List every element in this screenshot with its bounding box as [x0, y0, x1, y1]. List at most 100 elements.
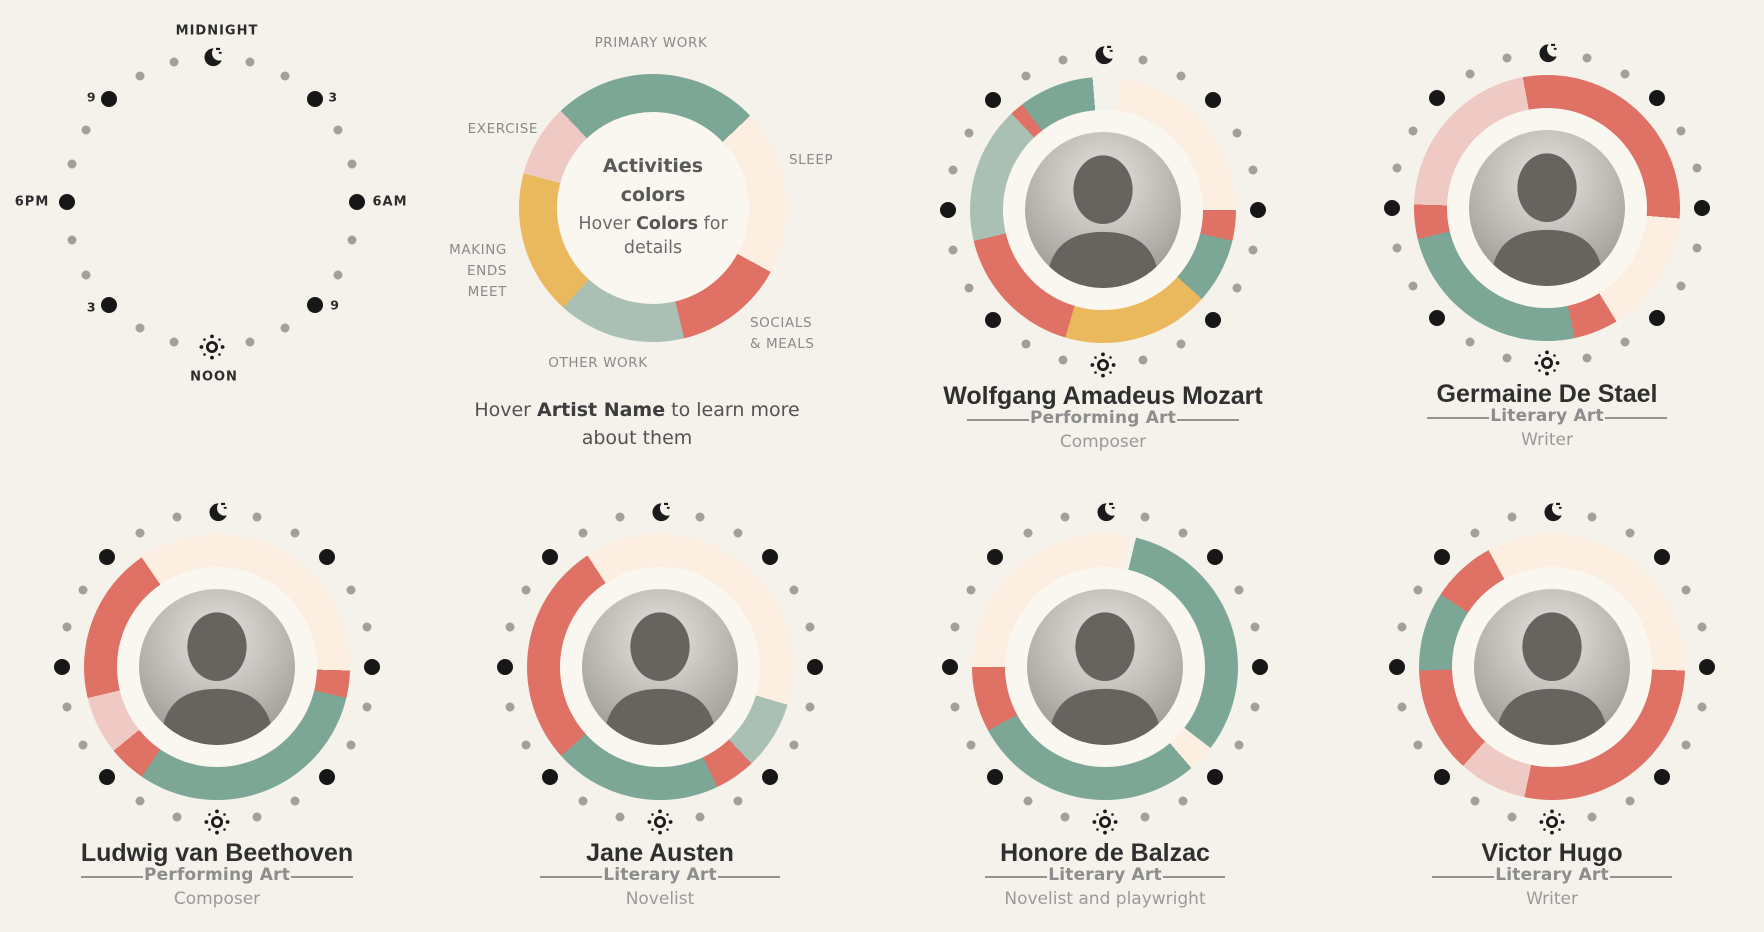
- hour-dot-minor: [1232, 283, 1242, 292]
- hour-dot-minor: [1507, 512, 1517, 522]
- hour-dot-major: [940, 202, 956, 218]
- hour-dot-minor: [252, 812, 262, 822]
- artist-role: Writer: [1521, 430, 1573, 450]
- artist-card-germaine-de-stael: Germaine De Stael Literary Art Writer: [1377, 38, 1717, 474]
- sun-icon: [197, 332, 227, 362]
- hint-suffix: to learn more about them: [581, 399, 800, 449]
- art-line-left-rule: [966, 419, 1029, 421]
- hour-dot-minor: [1234, 740, 1244, 749]
- hour-dot-major: [987, 549, 1004, 566]
- hour-dot-minor: [81, 270, 91, 279]
- sun-glyph: [199, 334, 225, 360]
- hour-dot-minor: [789, 585, 799, 594]
- hour-dot-minor: [1470, 528, 1479, 538]
- art-line-right-rule: [291, 876, 354, 878]
- hour-dot-minor: [1023, 796, 1032, 806]
- hour-dot-minor: [733, 528, 742, 538]
- hour-dot-minor: [805, 702, 815, 712]
- hour-dot-minor: [1692, 243, 1702, 253]
- artist-name[interactable]: Honore de Balzac: [1000, 839, 1210, 867]
- hour-dot-minor: [1692, 163, 1702, 173]
- hour-dot-major: [1434, 549, 1451, 566]
- legend-label-line: ENDS: [467, 263, 507, 279]
- artist-name[interactable]: Jane Austen: [586, 839, 734, 867]
- hour-dot-major: [318, 768, 335, 785]
- sun-icon: [1537, 807, 1567, 837]
- artist-card-honore-de-balzac: Honore de Balzac Literary Art Novelist a…: [935, 497, 1275, 932]
- hour-dot-minor: [1397, 622, 1407, 632]
- artist-art-line: Literary Art: [490, 865, 830, 885]
- hour-dot-minor: [1138, 355, 1148, 365]
- sun-glyph: [204, 809, 230, 835]
- hour-dot-minor: [695, 812, 705, 822]
- hour-dot-minor: [347, 159, 357, 169]
- hour-dot-minor: [1465, 337, 1474, 347]
- hour-dot-minor: [578, 528, 587, 538]
- hour-dot-minor: [966, 740, 976, 749]
- hour-dot-major: [1648, 309, 1665, 326]
- hover-hint: Hover Artist Name to learn more about th…: [447, 396, 827, 452]
- art-line-left-rule: [80, 876, 143, 878]
- portrait-wolfgang-amadeus-mozart: [1025, 132, 1181, 288]
- art-line-right-rule: [1177, 419, 1240, 421]
- moon-glyph: [1097, 502, 1115, 522]
- moon-icon: [1092, 44, 1114, 66]
- moon-glyph: [1095, 45, 1113, 65]
- sun-icon: [202, 807, 232, 837]
- hour-dot-minor: [1178, 528, 1187, 538]
- hour-dot-minor: [1060, 812, 1070, 822]
- hour-dot-major: [1434, 768, 1451, 785]
- legend-label-line: EXERCISE: [467, 121, 538, 137]
- hour-dot-minor: [1178, 796, 1187, 806]
- clock-hour-label: 3: [328, 89, 338, 105]
- hour-dot-major: [1206, 549, 1223, 566]
- hour-dot-major: [101, 91, 118, 108]
- artist-card-victor-hugo: Victor Hugo Literary Art Writer: [1382, 497, 1722, 932]
- moon-icon: [1536, 42, 1558, 64]
- hour-dot-minor: [280, 71, 289, 81]
- hour-dot-minor: [1620, 69, 1629, 79]
- hour-dot-minor: [1023, 528, 1032, 538]
- hour-dot-minor: [1397, 702, 1407, 712]
- hour-dot-minor: [521, 585, 531, 594]
- artist-name[interactable]: Ludwig van Beethoven: [80, 839, 354, 867]
- midnight-label: MIDNIGHT: [175, 23, 259, 39]
- hour-dot-major: [987, 768, 1004, 785]
- hour-dot-minor: [67, 159, 77, 169]
- hour-dot-minor: [1413, 585, 1423, 594]
- hour-dot-major: [101, 296, 118, 313]
- hour-dot-minor: [1620, 337, 1629, 347]
- hour-dot-minor: [521, 740, 531, 749]
- hour-dot-major: [54, 659, 70, 675]
- moon-glyph: [1539, 43, 1557, 63]
- hour-dot-minor: [1060, 512, 1070, 522]
- portrait-silhouette: [1046, 155, 1160, 288]
- sun-glyph: [1534, 350, 1560, 376]
- artist-name[interactable]: Wolfgang Amadeus Mozart: [943, 382, 1263, 410]
- hour-dot-minor: [78, 740, 88, 749]
- hour-dot-major: [1694, 200, 1710, 216]
- hour-dot-minor: [245, 337, 255, 347]
- sun-glyph: [647, 809, 673, 835]
- hour-dot-minor: [1582, 53, 1592, 63]
- legend-label-line: PRIMARY WORK: [594, 35, 708, 51]
- artist-art-line: Literary Art: [1377, 406, 1717, 426]
- hour-dot-minor: [615, 512, 625, 522]
- hour-dot-minor: [245, 57, 255, 67]
- artist-card-wolfgang-amadeus-mozart: Wolfgang Amadeus Mozart Performing Art C…: [933, 40, 1273, 476]
- artist-name[interactable]: Germaine De Stael: [1436, 380, 1658, 408]
- hour-dot-major: [99, 549, 116, 566]
- sun-icon: [645, 807, 675, 837]
- sun-icon: [1088, 350, 1118, 380]
- hour-dot-minor: [135, 323, 144, 333]
- hour-dot-minor: [1582, 353, 1592, 363]
- artist-name[interactable]: Victor Hugo: [1481, 839, 1623, 867]
- hour-dot-major: [497, 659, 513, 675]
- hour-dot-minor: [1681, 740, 1691, 749]
- hour-dot-minor: [578, 796, 587, 806]
- hour-dot-minor: [347, 235, 357, 245]
- moon-icon: [201, 46, 223, 68]
- hour-dot-minor: [1021, 339, 1030, 349]
- hour-dot-minor: [1676, 126, 1686, 135]
